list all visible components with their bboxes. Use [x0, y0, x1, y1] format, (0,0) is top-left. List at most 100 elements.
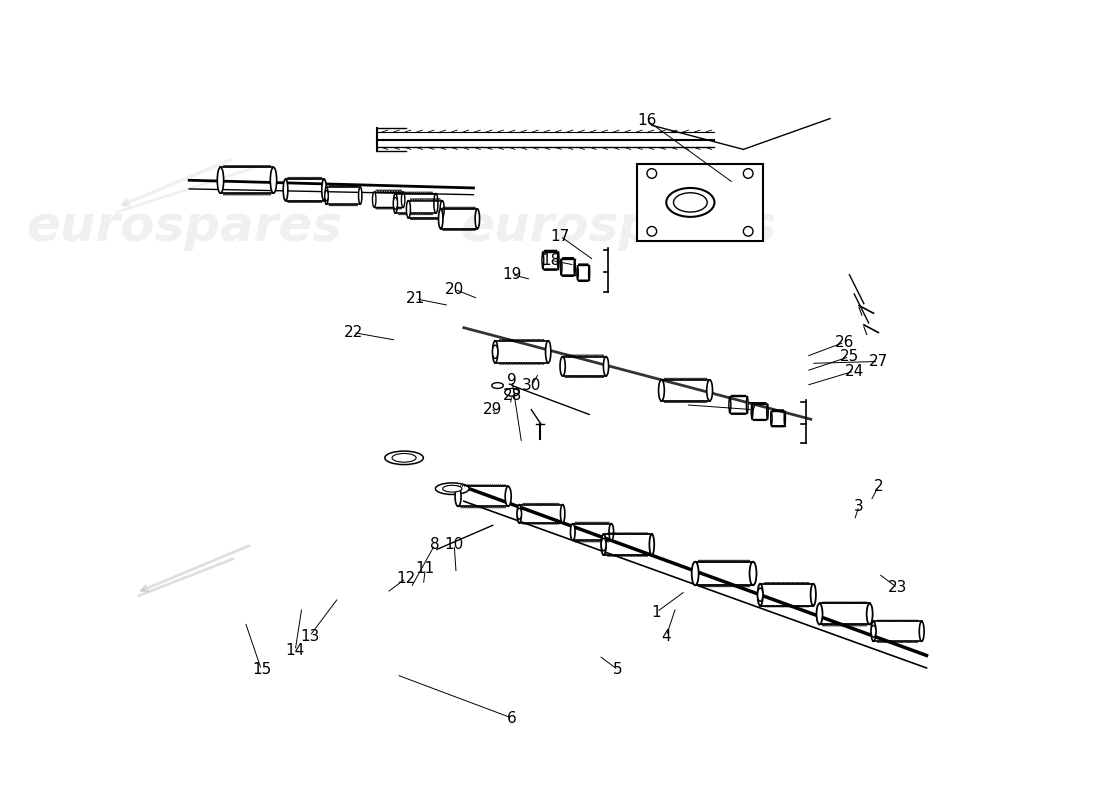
- Ellipse shape: [385, 451, 424, 465]
- Ellipse shape: [517, 508, 521, 519]
- Ellipse shape: [749, 562, 757, 586]
- Ellipse shape: [433, 194, 438, 214]
- Ellipse shape: [505, 389, 519, 396]
- Ellipse shape: [517, 505, 521, 523]
- Ellipse shape: [440, 201, 444, 218]
- Text: 2: 2: [873, 479, 883, 494]
- Ellipse shape: [867, 603, 872, 625]
- Ellipse shape: [578, 266, 579, 280]
- Ellipse shape: [394, 194, 397, 214]
- Text: 27: 27: [869, 354, 888, 369]
- Ellipse shape: [609, 524, 614, 541]
- Text: 6: 6: [507, 710, 517, 726]
- Text: 17: 17: [551, 229, 570, 244]
- Ellipse shape: [729, 400, 730, 410]
- Ellipse shape: [439, 209, 443, 229]
- Ellipse shape: [402, 192, 405, 207]
- Ellipse shape: [392, 454, 416, 462]
- Text: 26: 26: [835, 334, 855, 350]
- Ellipse shape: [751, 407, 752, 416]
- Ellipse shape: [505, 486, 512, 506]
- Ellipse shape: [667, 188, 715, 217]
- Ellipse shape: [271, 167, 277, 193]
- Text: 4: 4: [661, 629, 671, 644]
- Ellipse shape: [561, 262, 562, 272]
- Ellipse shape: [394, 198, 397, 210]
- Text: eurospares: eurospares: [460, 202, 777, 250]
- Ellipse shape: [767, 404, 768, 419]
- Ellipse shape: [758, 584, 763, 606]
- Text: 15: 15: [252, 662, 271, 678]
- Ellipse shape: [493, 345, 498, 358]
- Ellipse shape: [436, 483, 470, 494]
- Ellipse shape: [571, 524, 575, 541]
- Ellipse shape: [747, 397, 748, 413]
- Text: 28: 28: [503, 388, 521, 402]
- Ellipse shape: [771, 411, 772, 426]
- Text: 5: 5: [614, 662, 623, 678]
- Text: 11: 11: [416, 561, 434, 576]
- Ellipse shape: [475, 209, 480, 229]
- Ellipse shape: [771, 414, 772, 422]
- Ellipse shape: [558, 252, 559, 269]
- Text: 13: 13: [300, 629, 319, 644]
- Ellipse shape: [751, 404, 752, 419]
- Ellipse shape: [283, 179, 288, 201]
- Ellipse shape: [359, 187, 362, 204]
- Ellipse shape: [373, 192, 376, 207]
- Ellipse shape: [578, 268, 579, 278]
- Ellipse shape: [560, 357, 565, 376]
- Text: 30: 30: [521, 378, 541, 393]
- Text: 23: 23: [888, 581, 907, 595]
- Ellipse shape: [602, 534, 606, 555]
- Text: 24: 24: [845, 363, 864, 378]
- Ellipse shape: [659, 380, 664, 401]
- Ellipse shape: [604, 357, 608, 376]
- Ellipse shape: [871, 626, 876, 638]
- Text: 14: 14: [286, 643, 305, 658]
- Ellipse shape: [218, 167, 223, 193]
- Text: 16: 16: [637, 113, 657, 128]
- Ellipse shape: [588, 266, 590, 280]
- Ellipse shape: [322, 179, 327, 201]
- Text: 29: 29: [483, 402, 503, 417]
- Text: 19: 19: [503, 267, 521, 282]
- Text: 22: 22: [343, 325, 363, 340]
- Ellipse shape: [729, 397, 730, 413]
- Text: eurospares: eurospares: [26, 202, 342, 250]
- Ellipse shape: [561, 505, 564, 523]
- Ellipse shape: [493, 341, 498, 363]
- Text: 8: 8: [430, 537, 440, 552]
- Text: 25: 25: [839, 349, 859, 364]
- Text: 18: 18: [541, 253, 560, 268]
- Ellipse shape: [816, 603, 823, 625]
- Text: 9: 9: [507, 374, 517, 388]
- Text: 12: 12: [396, 571, 416, 586]
- Ellipse shape: [811, 584, 816, 606]
- Text: 21: 21: [406, 291, 426, 306]
- Ellipse shape: [574, 259, 575, 275]
- Ellipse shape: [649, 534, 654, 555]
- Ellipse shape: [546, 341, 551, 363]
- Ellipse shape: [561, 259, 562, 275]
- Ellipse shape: [455, 486, 461, 506]
- Ellipse shape: [673, 193, 707, 212]
- Ellipse shape: [920, 622, 924, 642]
- Polygon shape: [637, 164, 762, 241]
- Ellipse shape: [324, 187, 328, 204]
- Ellipse shape: [784, 411, 785, 426]
- Ellipse shape: [324, 190, 328, 201]
- Text: 20: 20: [444, 282, 464, 297]
- Ellipse shape: [706, 380, 713, 401]
- Ellipse shape: [492, 382, 504, 389]
- Ellipse shape: [758, 588, 763, 602]
- Text: 3: 3: [855, 498, 864, 514]
- Ellipse shape: [542, 255, 543, 266]
- Text: 10: 10: [444, 537, 464, 552]
- Ellipse shape: [442, 486, 462, 492]
- Ellipse shape: [692, 562, 698, 586]
- Text: 7: 7: [748, 402, 758, 417]
- Ellipse shape: [542, 252, 543, 269]
- Text: 1: 1: [652, 605, 661, 619]
- Ellipse shape: [602, 538, 606, 551]
